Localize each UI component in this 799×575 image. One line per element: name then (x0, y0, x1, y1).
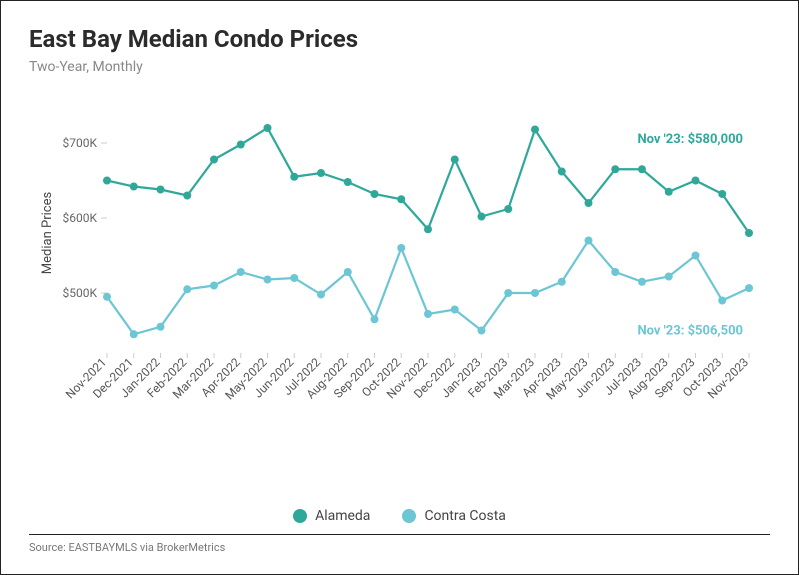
series-dot (424, 310, 432, 318)
series-dot (692, 252, 700, 260)
series-dot (611, 165, 619, 173)
series-dot (424, 225, 432, 233)
series-dot (585, 237, 593, 245)
series-dot (558, 278, 566, 286)
series-dot (665, 273, 673, 281)
series-dot (344, 268, 352, 276)
series-dot (504, 289, 512, 297)
series-dot (531, 126, 539, 134)
series-dot (157, 186, 165, 194)
series-line (107, 241, 749, 335)
series-dot (183, 285, 191, 293)
chart-subtitle: Two-Year, Monthly (29, 59, 770, 75)
series-dot (585, 199, 593, 207)
series-annotation: Nov '23: $580,000 (637, 132, 743, 147)
series-dot (478, 213, 486, 221)
legend-dot-icon (402, 509, 416, 523)
legend-dot-icon (293, 509, 307, 523)
y-axis-label: Median Prices (40, 192, 55, 275)
chart-area: $500K$600K$700KMedian PricesNov-2021Dec-… (29, 83, 770, 504)
legend-item: Alameda (293, 508, 370, 524)
series-dot (290, 173, 298, 181)
series-dot (210, 282, 218, 290)
series-annotation: Nov '23: $506,500 (637, 323, 743, 338)
series-dot (130, 330, 138, 338)
series-dot (665, 188, 673, 196)
legend-item: Contra Costa (402, 508, 505, 524)
series-dot (531, 289, 539, 297)
y-tick-label: $700K (62, 136, 97, 150)
series-dot (692, 177, 700, 185)
y-tick-label: $600K (62, 211, 97, 225)
series-dot (157, 323, 165, 331)
chart-title: East Bay Median Condo Prices (29, 25, 770, 53)
series-dot (371, 190, 379, 198)
series-dot (290, 274, 298, 282)
series-dot (718, 297, 726, 305)
series-dot (718, 190, 726, 198)
series-dot (317, 169, 325, 177)
series-dot (451, 306, 459, 314)
series-dot (344, 178, 352, 186)
series-dot (745, 284, 753, 292)
legend-label: Alameda (315, 508, 370, 524)
chart-card: East Bay Median Condo Prices Two-Year, M… (0, 0, 799, 575)
legend: Alameda Contra Costa (29, 508, 770, 524)
series-dot (478, 327, 486, 335)
series-dot (397, 244, 405, 252)
series-dot (558, 168, 566, 176)
series-dot (504, 205, 512, 213)
line-chart-svg: $500K$600K$700KMedian PricesNov-2021Dec-… (29, 83, 772, 463)
series-dot (451, 156, 459, 164)
series-dot (745, 229, 753, 237)
series-dot (264, 124, 272, 132)
series-dot (103, 293, 111, 301)
series-dot (317, 291, 325, 299)
series-dot (264, 276, 272, 284)
series-dot (183, 192, 191, 200)
legend-label: Contra Costa (424, 508, 505, 524)
series-dot (638, 165, 646, 173)
series-dot (397, 195, 405, 203)
series-dot (130, 183, 138, 191)
series-dot (638, 278, 646, 286)
source-text: Source: EASTBAYMLS via BrokerMetrics (29, 534, 770, 554)
series-dot (210, 156, 218, 164)
series-dot (611, 268, 619, 276)
series-dot (103, 177, 111, 185)
y-tick-label: $500K (62, 286, 97, 300)
series-dot (237, 141, 245, 149)
series-dot (371, 315, 379, 323)
series-dot (237, 268, 245, 276)
